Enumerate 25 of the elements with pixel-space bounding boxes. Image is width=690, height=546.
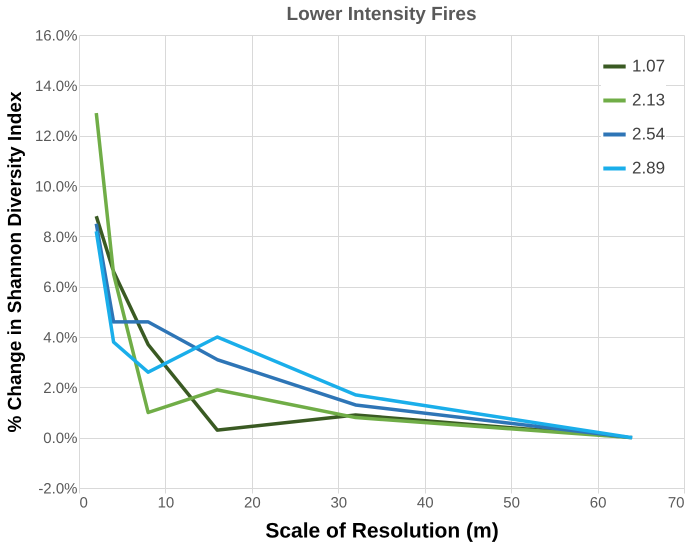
x-tick-label: 50 bbox=[503, 494, 520, 512]
legend-label: 1.07 bbox=[632, 56, 666, 76]
y-tick-label: 10.0% bbox=[34, 178, 78, 196]
x-tick-label: 60 bbox=[590, 494, 606, 512]
y-tick-label: 6.0% bbox=[43, 279, 78, 296]
x-tick-label: 20 bbox=[244, 494, 261, 512]
legend-label: 2.13 bbox=[632, 90, 666, 110]
y-axis-title: % Change in Shannon Diversity Index bbox=[4, 91, 26, 433]
chart-title: Lower Intensity Fires bbox=[286, 4, 477, 25]
y-tick-label: 8.0% bbox=[43, 228, 78, 246]
x-tick-label: 30 bbox=[330, 494, 348, 512]
x-tick-label: 10 bbox=[158, 494, 174, 512]
y-tick-label: 12.0% bbox=[34, 128, 78, 146]
y-tick-label: 16.0% bbox=[34, 28, 78, 44]
x-tick-label: 70 bbox=[668, 494, 684, 512]
y-tick-label: -2.0% bbox=[38, 480, 78, 498]
x-tick-label: 40 bbox=[416, 494, 434, 512]
x-tick-label: 0 bbox=[80, 494, 88, 512]
legend-label: 2.54 bbox=[632, 124, 666, 144]
y-tick-label: 2.0% bbox=[43, 380, 78, 397]
y-tick-label: 0.0% bbox=[43, 430, 78, 448]
y-tick-label: 14.0% bbox=[34, 78, 78, 95]
legend-label: 2.89 bbox=[632, 158, 666, 178]
x-axis-title: Scale of Resolution (m) bbox=[265, 520, 499, 542]
y-tick-label: 4.0% bbox=[43, 330, 78, 346]
